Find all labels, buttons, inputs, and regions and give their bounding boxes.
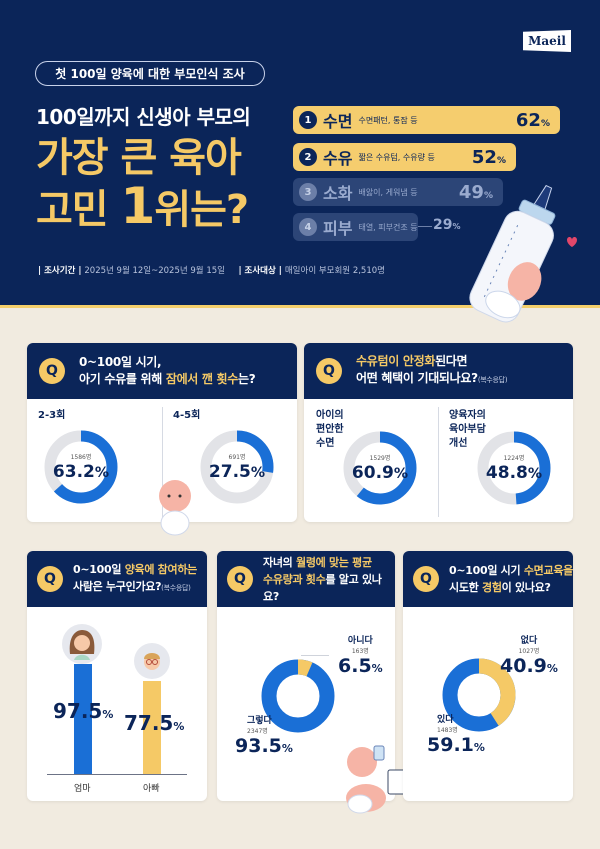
rank-number: 4: [299, 218, 317, 236]
bar-value-dad: 77.5%: [124, 711, 185, 735]
rank-percent: 62%: [515, 109, 550, 131]
mom-avatar: [62, 624, 102, 664]
question-card-sleep-training: Q 0~100일 시기 수면교육을 시도한 경험이 있나요? 없다 1027명 …: [403, 551, 573, 801]
q-badge: Q: [316, 358, 342, 384]
bar-axis: [47, 774, 187, 775]
option-label: 4-5회: [173, 410, 201, 421]
rank-number: 3: [299, 183, 317, 201]
hero-subtitle: 100일까지 신생아 부모의: [36, 105, 251, 129]
option-label: 아이의 편안한 수면: [316, 410, 344, 449]
bar-dad: [143, 681, 161, 774]
slice-label-no: 아니다 163명 6.5%: [338, 636, 383, 677]
rank-number: 2: [299, 148, 317, 166]
q-badge: Q: [227, 566, 253, 592]
q-badge: Q: [37, 566, 63, 592]
hero-title-line1: 가장 큰 육아: [36, 135, 242, 181]
donut-chart: 1529명 60.9%: [342, 430, 418, 506]
rank-item-1: 1 수면 수면패턴, 통잠 등 62%: [293, 106, 560, 134]
divider: [438, 407, 439, 517]
bar-label-dad: 아빠: [143, 784, 160, 794]
question-card-feeding-knowledge: Q 자녀의 월령에 맞는 평균 수유량과 횟수를 알고 있나요? 아니다 163…: [217, 551, 395, 801]
bar-label-mom: 엄마: [74, 784, 91, 794]
q-badge: Q: [39, 358, 65, 384]
question-header: Q 0~100일 양육에 참여하는 사람은 누구인가요?(복수응답): [27, 551, 207, 607]
rank-4-percent: 29%: [433, 217, 461, 233]
donut-chart: [260, 658, 336, 734]
maeil-logo: Maeil: [523, 30, 571, 52]
question-card-caregivers: Q 0~100일 양육에 참여하는 사람은 누구인가요?(복수응답) 97.5%…: [27, 551, 207, 801]
hero-banner: Maeil 첫 100일 양육에 대한 부모인식 조사 100일까지 신생아 부…: [0, 0, 600, 323]
question-header: Q 자녀의 월령에 맞는 평균 수유량과 횟수를 알고 있나요?: [217, 551, 395, 607]
heart-icon: [567, 237, 577, 247]
baby-illustration: [159, 480, 191, 536]
baby-drinking-illustration: [346, 745, 409, 814]
slice-label-yes: 그렇다 2347명 93.5%: [235, 716, 293, 757]
hero-title: 가장 큰 육아 고민 1위는?: [36, 134, 249, 235]
q-badge: Q: [413, 566, 439, 592]
slice-label-no: 없다 1027명 40.9%: [500, 636, 558, 677]
question-card-expected-benefits: Q 수유텀이 안정화된다면 어떤 혜택이 기대되나요?(복수응답) 아이의 편안한…: [304, 343, 573, 522]
question-text: 0~100일 양육에 참여하는 사람은 누구인가요?(복수응답): [73, 563, 197, 593]
donut-chart: 1586명 63.2%: [43, 429, 119, 505]
survey-info: | 조사기간 | 2025년 9월 12일~2025년 9월 15일 | 조사대…: [38, 266, 385, 276]
bar-mom: [74, 664, 92, 774]
question-header: Q 0~100일 시기, 아기 수유를 위해 잠에서 깬 횟수는?: [27, 343, 297, 399]
rank-percent: 49%: [458, 181, 493, 203]
rank-item-4: 4 피부 태열, 피부건조 등: [293, 213, 418, 241]
option-label: 양육자의 육아부담 개선: [449, 410, 486, 449]
option-label: 2-3회: [38, 410, 66, 421]
question-text: 자녀의 월령에 맞는 평균 수유량과 횟수를 알고 있나요?: [263, 555, 382, 603]
donut-chart: 691명 27.5%: [199, 429, 275, 505]
divider: [162, 407, 163, 517]
question-text: 0~100일 시기 수면교육을 시도한 경험이 있나요?: [449, 564, 573, 594]
donut-chart: 1224명 48.8%: [476, 430, 552, 506]
question-header: Q 0~100일 시기 수면교육을 시도한 경험이 있나요?: [403, 551, 573, 607]
donut-chart: [441, 657, 517, 733]
rank-item-3: 3 소화 배앓이, 게워냄 등 49%: [293, 178, 503, 206]
survey-title-pill: 첫 100일 양육에 대한 부모인식 조사: [35, 61, 265, 86]
rank-number: 1: [299, 111, 317, 129]
bar-value-mom: 97.5%: [53, 699, 114, 723]
question-text: 0~100일 시기, 아기 수유를 위해 잠에서 깬 횟수는?: [79, 355, 256, 386]
rank-4-connector: [418, 226, 432, 227]
rank-percent: 52%: [471, 146, 506, 168]
dad-avatar: [134, 643, 170, 679]
leader-line: [301, 655, 329, 656]
question-header: Q 수유텀이 안정화된다면 어떤 혜택이 기대되나요?(복수응답): [304, 343, 573, 399]
question-text: 수유텀이 안정화된다면 어떤 혜택이 기대되나요?(복수응답): [356, 354, 508, 385]
rank-item-2: 2 수유 짧은 수유텀, 수유량 등 52%: [293, 143, 516, 171]
slice-label-yes: 있다 1483명 59.1%: [427, 715, 485, 756]
hero-title-line2: 고민 1위는?: [36, 177, 249, 235]
baby-bottle-illustration: [469, 184, 556, 323]
